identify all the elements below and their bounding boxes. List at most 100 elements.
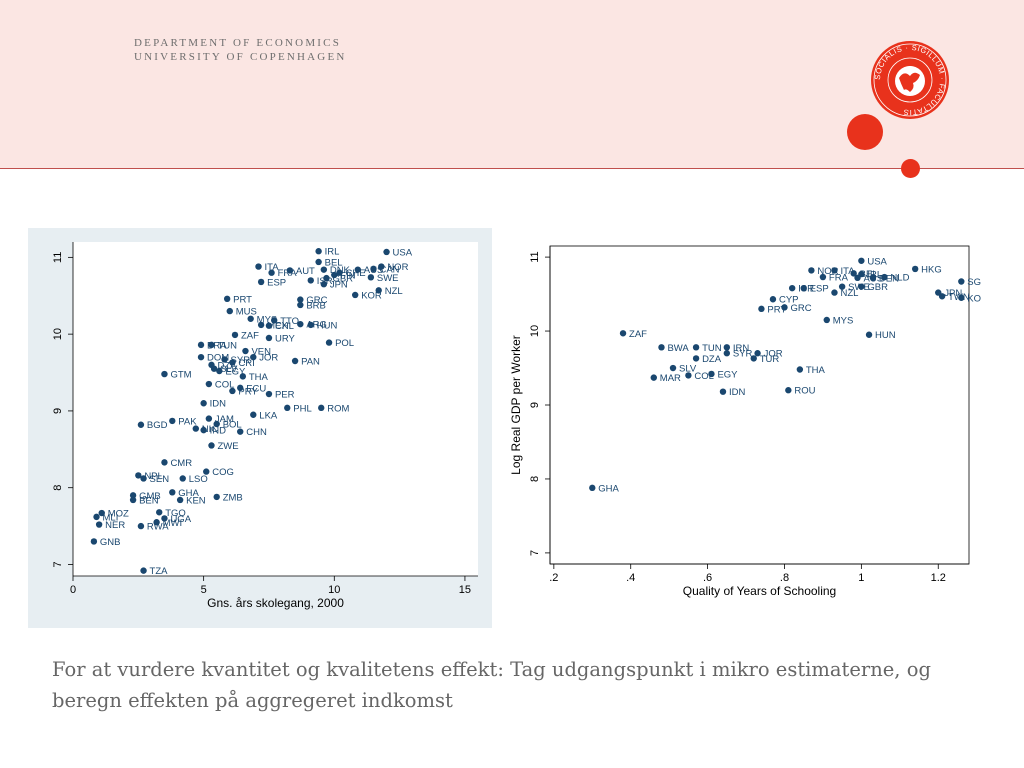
- x-tick-label: .2: [549, 572, 558, 584]
- data-point: [383, 248, 390, 256]
- data-point-label: ECU: [246, 383, 266, 394]
- data-point-label: ARG: [306, 320, 327, 331]
- data-point: [823, 316, 830, 324]
- data-point: [958, 278, 965, 285]
- data-point: [161, 515, 168, 522]
- data-point: [205, 380, 213, 388]
- data-point-label: TUR: [760, 354, 780, 365]
- data-point-label: TUN: [217, 340, 237, 351]
- department-line-1: DEPARTMENT OF ECONOMICS: [134, 37, 342, 49]
- data-point: [758, 305, 765, 313]
- data-point-label: PHL: [293, 403, 311, 414]
- data-point: [831, 289, 838, 296]
- data-point-label: NER: [105, 520, 125, 531]
- data-point-label: CHE: [346, 268, 366, 279]
- data-point-label: TGO: [165, 508, 186, 519]
- data-point: [200, 400, 207, 407]
- data-point: [137, 522, 145, 530]
- data-point-label: ITA: [840, 266, 855, 277]
- data-point-label: BEL: [860, 269, 878, 280]
- data-point-label: TZA: [150, 566, 169, 577]
- data-point-label: MLI: [103, 512, 119, 523]
- data-point: [237, 428, 244, 435]
- data-point-label: GBR: [332, 274, 353, 285]
- data-point-label: ROU: [794, 386, 815, 397]
- data-point: [247, 315, 254, 322]
- data-point-label: ZAF: [241, 330, 259, 341]
- data-point: [708, 370, 715, 378]
- data-point: [754, 350, 761, 357]
- data-point-label: CAN: [379, 264, 399, 275]
- data-point: [320, 266, 328, 273]
- data-point-label: USA: [867, 256, 887, 267]
- data-point-label: SLV: [220, 364, 238, 375]
- data-point: [375, 287, 382, 294]
- data-point-label: BRA: [207, 340, 227, 351]
- data-point-label: AUT: [296, 266, 315, 277]
- data-point-label: SYR: [231, 355, 251, 366]
- data-point-label: COL: [215, 380, 235, 391]
- x-axis-title: Quality of Years of Schooling: [683, 584, 836, 598]
- scatter-chart-schooling-quality: .2 .4 .6 .8 1 1.2 7 8 9 10 11 Quality of Years of S…: [509, 245, 988, 598]
- data-point-label: SWE: [377, 273, 399, 284]
- data-point-label: ZWE: [217, 441, 238, 452]
- data-point-label: EGY: [225, 366, 246, 377]
- data-point-label: PRT: [767, 304, 786, 315]
- data-point-label: GHA: [178, 488, 199, 499]
- decorative-dot-small: [901, 159, 920, 178]
- data-point: [378, 263, 385, 270]
- data-point-label: KOR: [967, 293, 981, 304]
- data-point: [297, 301, 304, 309]
- plot-area: [549, 245, 970, 565]
- data-point: [270, 317, 278, 324]
- data-point-label: MOZ: [108, 509, 129, 520]
- data-point: [881, 273, 888, 281]
- slide-header: DEPARTMENT OF ECONOMICS UNIVERSITY OF CO…: [0, 0, 1024, 178]
- data-point-label: LKA: [259, 410, 278, 421]
- data-point-label: IRL: [867, 270, 882, 281]
- data-point: [161, 459, 168, 466]
- data-point: [315, 258, 322, 266]
- data-point-label: JAM: [215, 414, 234, 425]
- data-point-label: JPN: [944, 288, 962, 299]
- data-point-label: VEN: [251, 347, 271, 358]
- data-point-label: FRA: [278, 268, 298, 279]
- data-point: [169, 417, 176, 425]
- data-point: [231, 331, 239, 339]
- data-point: [685, 372, 692, 379]
- data-point: [669, 364, 677, 372]
- data-point-label: MWI: [163, 518, 183, 529]
- data-point: [850, 270, 857, 277]
- data-point-label: PRY: [238, 386, 258, 397]
- data-point-label: FRA: [829, 273, 849, 284]
- data-point-label: RWA: [147, 522, 169, 533]
- chart-schooling-years-panel: 0 5 10 15 7 8 9 10 11 Gns. års skolegang, 2000 IRL…: [28, 228, 492, 628]
- data-point: [769, 296, 777, 303]
- data-point-label: MUS: [236, 307, 257, 318]
- data-point-label: COG: [212, 467, 234, 478]
- data-point: [354, 266, 362, 273]
- data-point: [203, 468, 210, 475]
- data-point: [650, 374, 657, 381]
- y-tick-label: 11: [52, 252, 64, 263]
- data-point: [297, 320, 304, 328]
- data-point: [858, 283, 865, 290]
- data-point-label: MEX: [267, 320, 288, 331]
- data-point-label: BEL: [325, 257, 343, 268]
- data-point: [237, 384, 244, 392]
- y-tick-label: 7: [52, 561, 64, 567]
- data-point: [619, 330, 627, 337]
- data-point: [788, 284, 796, 292]
- data-point-label: NOR: [817, 266, 838, 277]
- x-tick-label: 10: [328, 584, 340, 596]
- data-point-label: DEN: [879, 273, 899, 284]
- data-point-label: ITA: [265, 262, 280, 273]
- data-point-label: PER: [275, 390, 295, 401]
- data-point: [229, 387, 236, 395]
- data-point-label: IDN: [729, 387, 746, 398]
- data-point: [858, 257, 865, 264]
- data-point-label: MYS: [257, 314, 278, 325]
- data-point: [750, 355, 757, 362]
- data-point: [723, 350, 731, 357]
- data-point-label: GRC: [790, 303, 811, 314]
